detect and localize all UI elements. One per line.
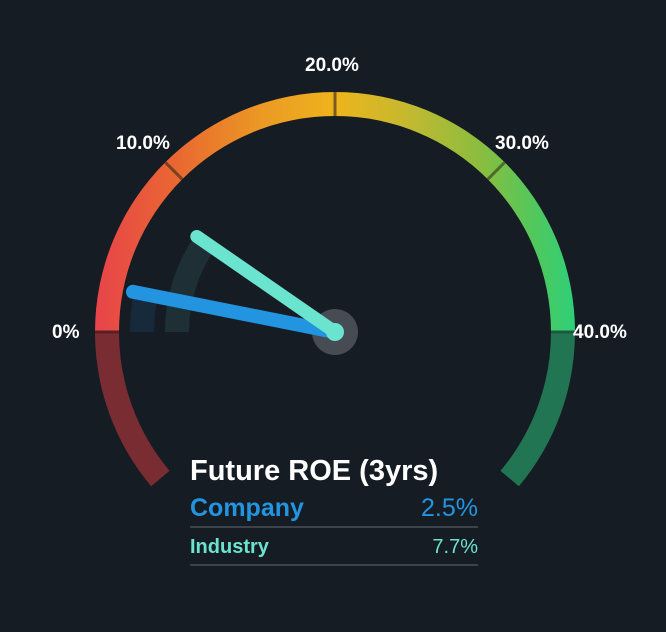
gauge-tick-30	[486, 161, 506, 181]
legend-row-industry: Industry 7.7%	[190, 530, 478, 566]
industry-value: 7.7%	[432, 535, 478, 558]
gauge-underflow-arc	[95, 332, 170, 487]
company-value: 2.5%	[421, 493, 478, 522]
company-needle	[125, 284, 342, 339]
tick-label-30: 30.0%	[495, 133, 549, 154]
company-label: Company	[190, 493, 304, 522]
industry-track-arc	[165, 235, 215, 332]
legend-row-company: Company 2.5%	[190, 490, 478, 528]
chart-title: Future ROE (3yrs)	[190, 455, 439, 487]
gauge-tick-10	[164, 161, 184, 181]
tick-label-10: 10.0%	[116, 133, 170, 154]
industry-label: Industry	[190, 535, 269, 558]
tick-label-20: 20.0%	[305, 55, 359, 76]
legend: Future ROE (3yrs) Company 2.5% Industry …	[190, 452, 478, 566]
gauge-overflow-arc	[500, 332, 575, 487]
needle-cap	[326, 323, 344, 341]
tick-label-40: 40.0%	[573, 322, 627, 343]
tick-label-0: 0%	[52, 322, 80, 343]
gauge-main-arc	[95, 92, 575, 332]
industry-needle	[190, 229, 342, 339]
